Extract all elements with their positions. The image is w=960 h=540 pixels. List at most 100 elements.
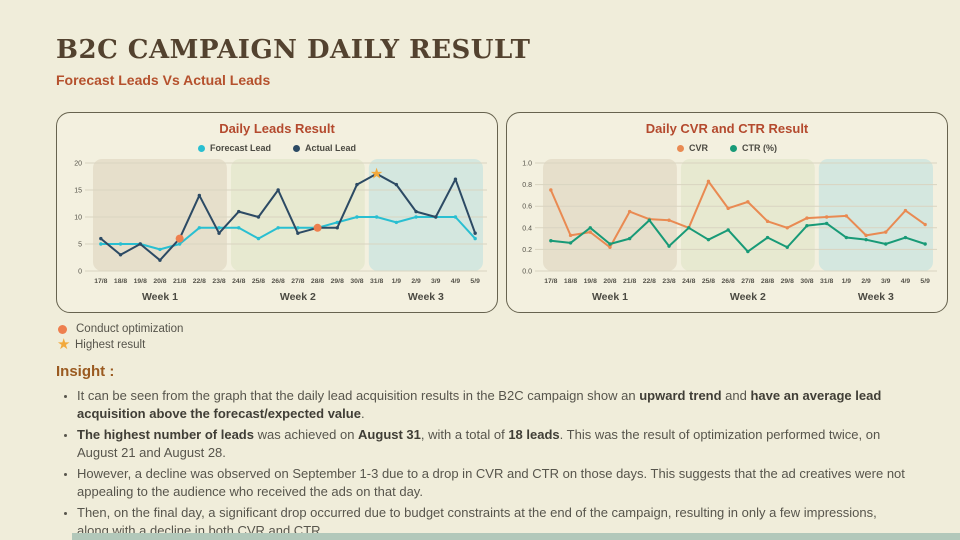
data-point [844,235,849,240]
legend-item-actual-lead: Actual Lead [293,143,356,153]
y-tick-label: 0.8 [522,182,532,189]
week-band [543,159,677,271]
legend-item-forecast-lead: Forecast Lead [197,143,271,153]
data-point [138,242,142,246]
x-tick-label: 30/8 [800,278,813,285]
data-point [158,247,162,252]
data-point [217,231,221,235]
chart-svg: 0.0 0.2 0.4 0.6 0.8 1.0 17/8 18/8 19/8 20/8 21/8 22… [522,159,937,303]
week-label: Week 2 [730,291,766,303]
data-point [355,215,359,219]
x-tick-label: 24/8 [232,278,245,285]
x-tick-label: 2/9 [411,278,421,285]
data-point [374,172,379,176]
data-point [627,209,632,214]
data-point [217,226,221,230]
data-point [296,226,300,230]
x-tick-label: 27/8 [291,278,304,285]
highest-result-star-marker: ★ [370,165,383,182]
data-point [765,219,770,224]
data-point [549,239,553,243]
data-point [805,223,809,228]
data-point [414,209,418,214]
optimization-dot-icon [58,324,67,334]
insight-bullet: It can be seen from the graph that the d… [77,387,910,422]
legend-item-cvr: CVR [676,143,708,153]
data-point [726,206,730,211]
x-tick-label: 1/9 [392,278,402,285]
data-point [726,228,730,232]
optimization-legend-label: Conduct optimization [76,323,184,335]
x-tick-label: 23/8 [662,278,675,285]
legend-label-ctr: CTR (%) [742,143,777,153]
data-point [746,200,750,204]
page-title: B2C CAMPAIGN DAILY RESULT [56,35,531,65]
y-tick-label: 0 [78,269,82,276]
x-tick-label: 22/8 [643,278,656,285]
data-point [256,236,261,241]
marker-legend: Conduct optimization ★ Highest result [57,321,960,353]
x-tick-label: 3/9 [431,278,441,285]
data-point [237,209,241,214]
x-tick-label: 26/8 [272,278,285,285]
legend-label-actual-lead: Actual Lead [305,143,357,153]
x-tick-label: 26/8 [722,278,735,285]
optimization-legend-item: Conduct optimization [58,321,960,337]
data-point [864,237,868,242]
x-tick-label: 2/9 [861,278,871,285]
x-tick-label: 25/8 [252,278,265,285]
data-point [158,258,162,262]
x-tick-label: 19/8 [134,278,147,285]
x-tick-label: 28/8 [761,278,774,285]
week-label: Week 1 [142,291,178,303]
cvr-ctr-plot: 0.0 0.2 0.4 0.6 0.8 1.0 17/8 18/8 19/8 20/8 21/8 22… [513,157,941,312]
x-tick-label: 27/8 [741,278,754,285]
x-tick-label: 31/8 [370,278,383,285]
actual-lead-dot-icon [293,144,300,152]
report-header: B2C CAMPAIGN DAILY RESULT Forecast Leads… [0,0,960,88]
x-tick-label: 5/9 [920,278,930,285]
y-tick-label: 0.2 [522,247,532,254]
data-point [903,235,908,240]
ctr-dot-icon [730,144,737,152]
optimization-marker [175,234,184,243]
insight-bullet: The highest number of leads was achieved… [77,426,910,461]
x-tick-label: 17/8 [94,278,107,285]
week-label: Week 3 [858,291,894,303]
x-tick-label: 18/8 [114,278,127,285]
x-tick-label: 23/8 [212,278,225,285]
x-tick-label: 21/8 [173,278,186,285]
x-tick-label: 4/9 [901,278,911,285]
footer-accent-bar [72,533,960,540]
y-tick-label: 20 [74,161,82,168]
data-point [453,215,458,219]
data-point [197,193,202,198]
data-point [627,236,632,241]
data-point [687,226,691,230]
data-point [99,236,103,241]
data-point [765,235,770,240]
data-point [608,242,612,246]
data-point [473,231,477,235]
data-point [923,242,927,246]
legend-item-ctr: CTR (%) [730,143,777,153]
data-point [785,226,789,230]
data-point [923,222,927,227]
data-point [453,177,458,181]
data-point [276,226,280,230]
data-point [568,233,573,238]
data-point [568,241,573,245]
legend-label-cvr: CVR [688,143,708,153]
y-tick-label: 1.0 [522,161,532,168]
cvr-ctr-chart-legend: CVR CTR (%) [513,141,941,155]
legend-label-forecast-lead: Forecast Lead [209,143,271,153]
daily-leads-chart-card: Daily Leads Result Forecast Lead Actual … [56,112,498,313]
data-point [434,215,438,219]
y-tick-label: 0.6 [522,204,532,211]
optimization-marker [313,223,322,232]
data-point [805,216,809,220]
week-band [818,159,933,271]
data-point [844,214,849,218]
x-tick-label: 18/8 [564,278,577,285]
data-point [177,242,182,246]
